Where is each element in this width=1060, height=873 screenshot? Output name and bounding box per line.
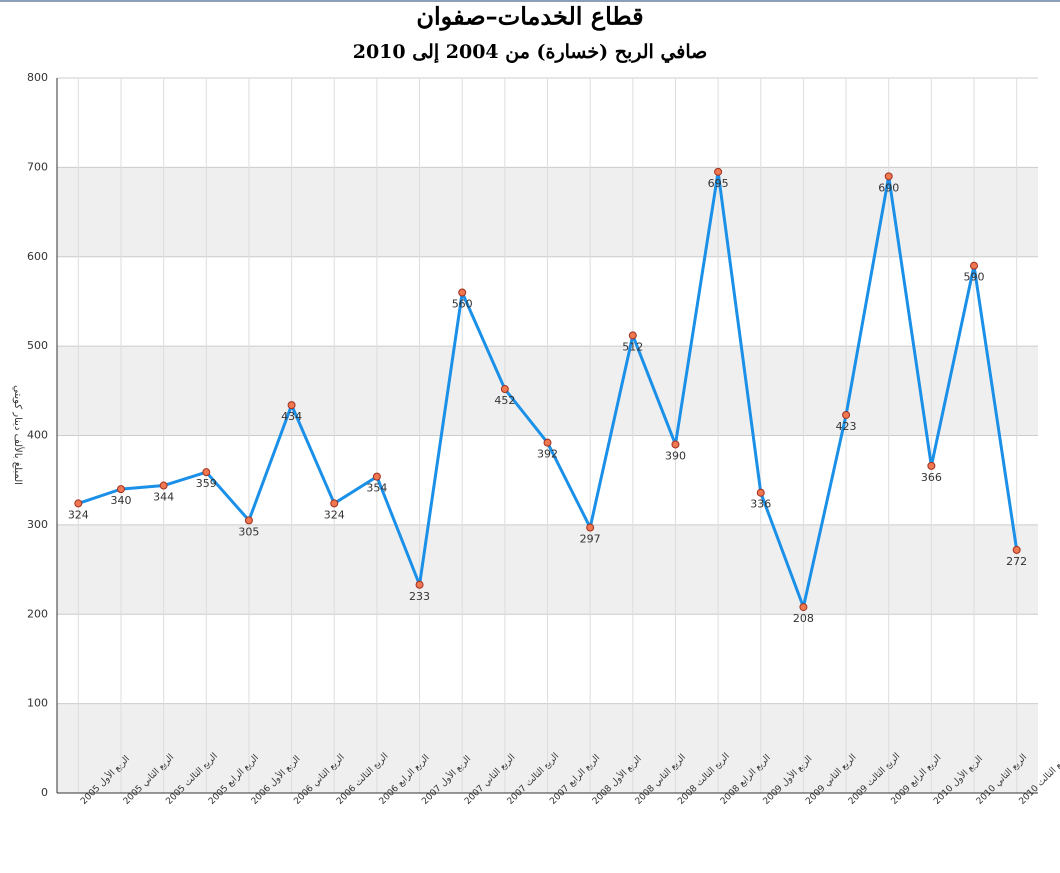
data-label: 366: [921, 471, 942, 484]
chart-title: قطاع الخدمات–صفوان: [416, 2, 643, 32]
data-label: 324: [68, 508, 89, 521]
chart-subtitle: صافي الربح (خسارة) من 2004 إلى 2010: [353, 41, 708, 64]
y-tick-label: 100: [27, 697, 48, 710]
marker: [415, 580, 424, 589]
data-label: 392: [537, 448, 558, 461]
marker: [372, 472, 381, 481]
data-label: 690: [878, 181, 899, 194]
marker: [287, 401, 296, 410]
marker: [884, 172, 893, 181]
marker: [458, 288, 467, 297]
y-tick-label: 600: [27, 250, 48, 263]
data-label: 452: [494, 394, 515, 407]
marker: [671, 440, 680, 449]
data-label: 512: [622, 340, 643, 353]
data-label: 344: [153, 491, 174, 504]
data-label: 695: [708, 177, 729, 190]
data-label: 324: [324, 508, 345, 521]
y-tick-label: 400: [27, 429, 48, 442]
data-label: 434: [281, 410, 302, 423]
y-axis-label: المبلغ بالألف دينار كويتي: [12, 385, 25, 485]
data-label: 272: [1006, 555, 1027, 568]
marker: [330, 499, 339, 508]
data-label: 336: [750, 498, 771, 511]
data-label: 590: [964, 271, 985, 284]
y-tick-label: 800: [27, 71, 48, 84]
data-label: 560: [452, 298, 473, 311]
y-tick-label: 0: [41, 786, 48, 799]
marker: [500, 385, 509, 394]
data-label: 359: [196, 477, 217, 490]
y-tick-label: 500: [27, 339, 48, 352]
marker: [756, 488, 765, 497]
data-label: 305: [238, 525, 259, 538]
top-border: [0, 0, 1060, 2]
marker: [628, 331, 637, 340]
marker: [799, 603, 808, 612]
marker: [714, 167, 723, 176]
marker: [970, 261, 979, 270]
marker: [74, 499, 83, 508]
marker: [586, 523, 595, 532]
marker: [159, 481, 168, 490]
y-tick-label: 200: [27, 607, 48, 620]
marker: [842, 410, 851, 419]
y-tick-label: 700: [27, 160, 48, 173]
data-label: 423: [836, 420, 857, 433]
data-label: 233: [409, 590, 430, 603]
data-label: 390: [665, 449, 686, 462]
y-tick-label: 300: [27, 518, 48, 531]
data-label: 208: [793, 612, 814, 625]
data-label: 340: [110, 494, 131, 507]
marker: [1012, 545, 1021, 554]
marker: [116, 485, 125, 494]
data-label: 354: [366, 482, 387, 495]
marker: [543, 438, 552, 447]
data-label: 297: [580, 533, 601, 546]
marker: [927, 461, 936, 470]
marker: [202, 468, 211, 477]
marker: [244, 516, 253, 525]
